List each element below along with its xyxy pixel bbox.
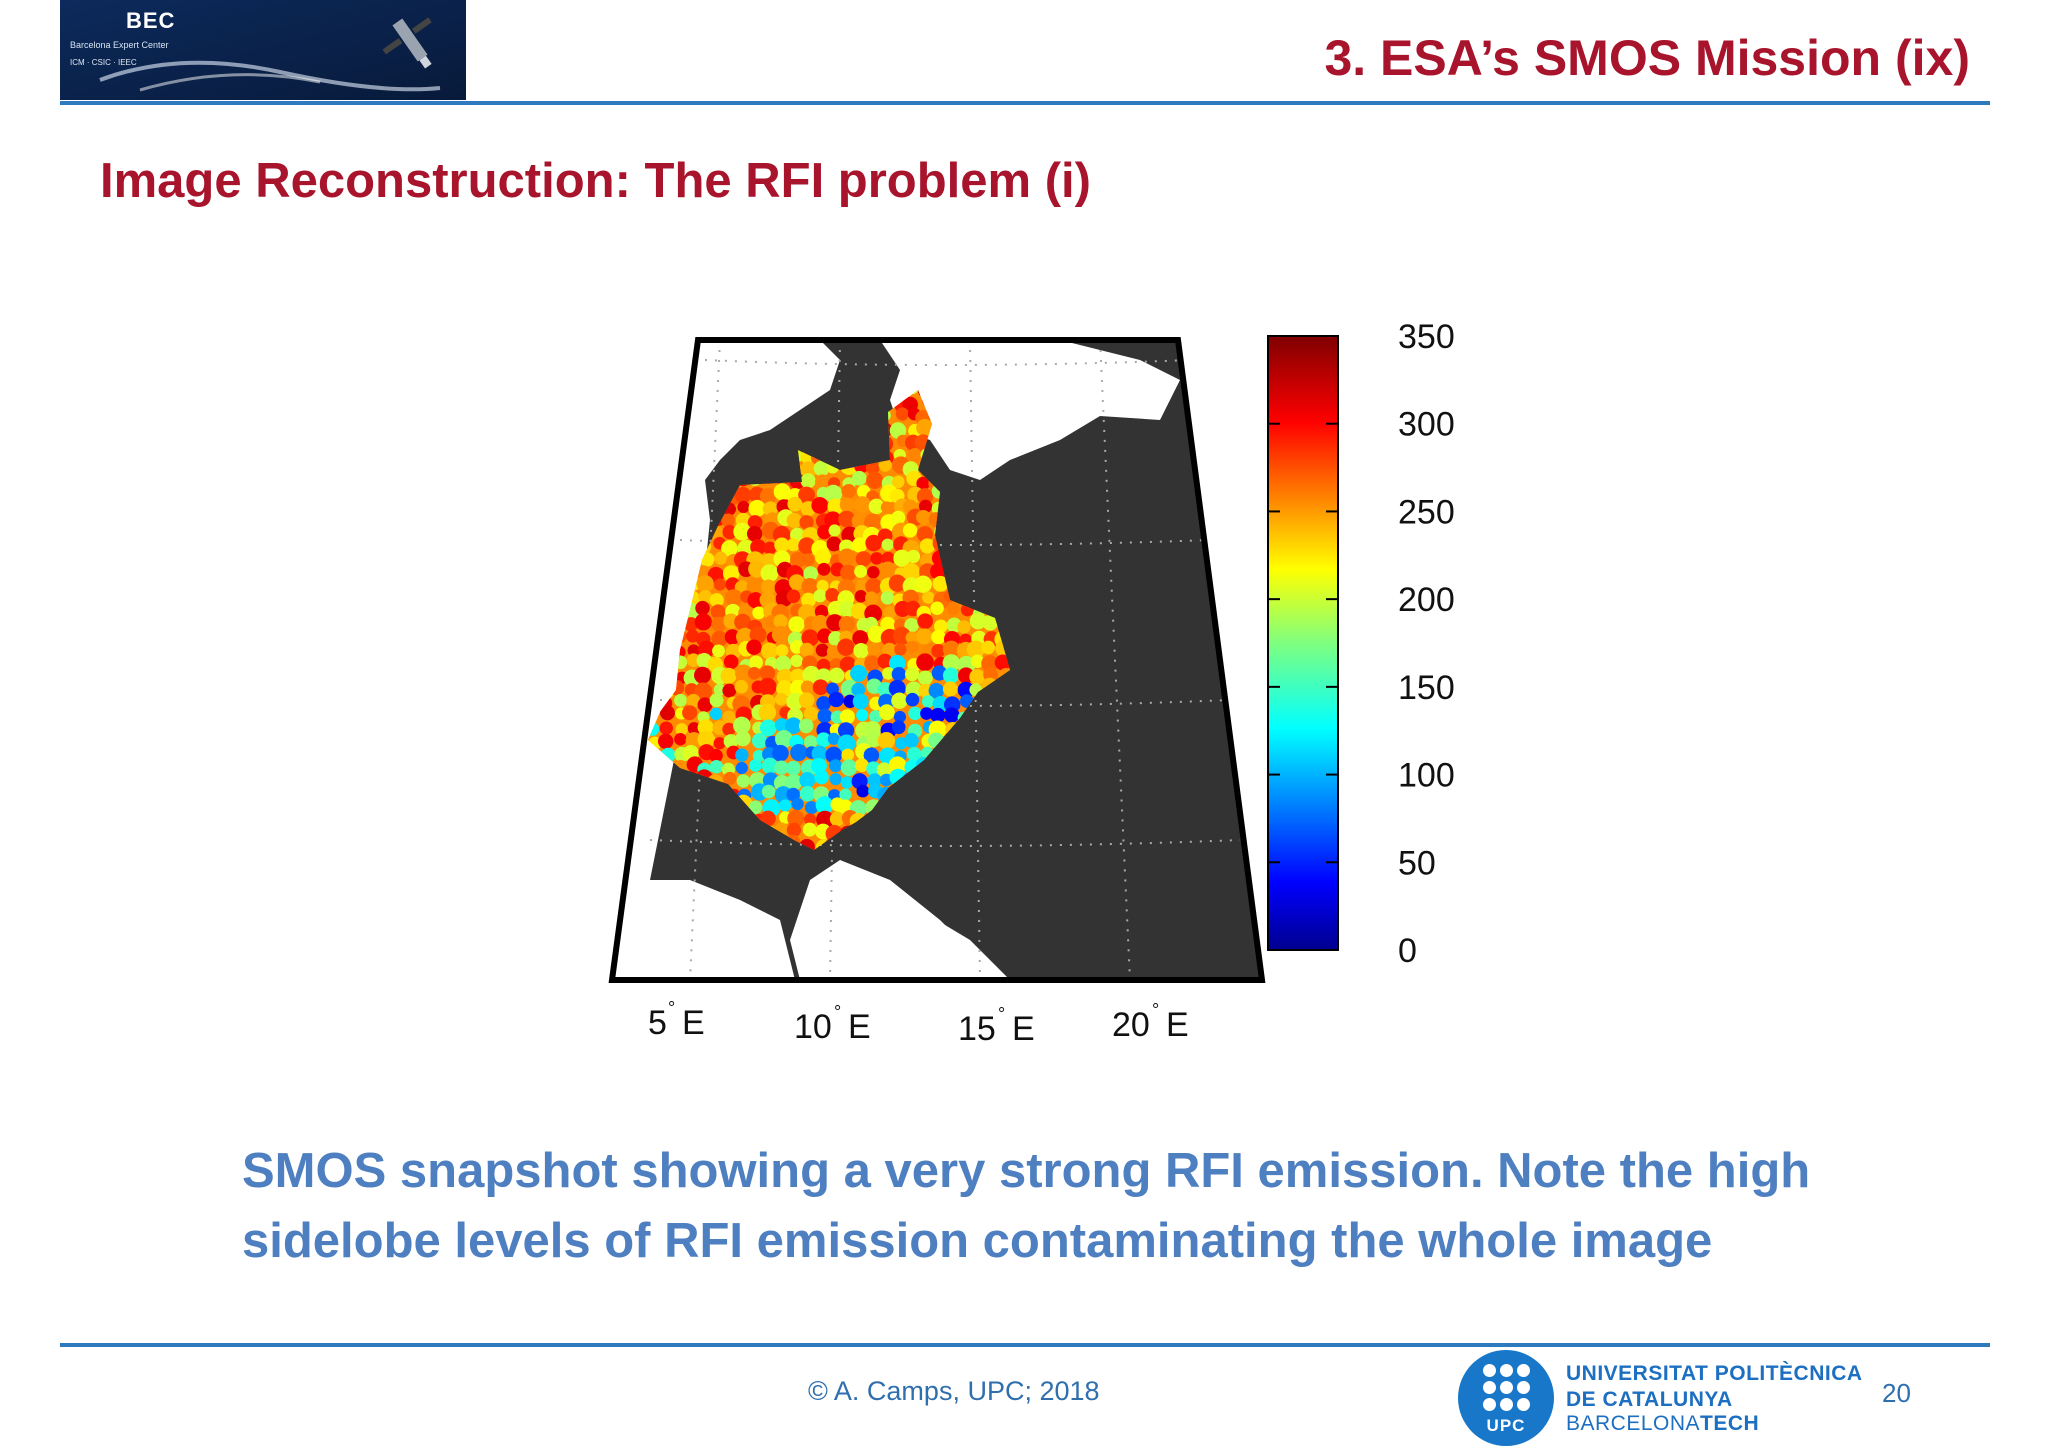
header-rule (60, 101, 1990, 105)
colorbar (1267, 335, 1339, 951)
upc-dots-icon: UPC (1458, 1350, 1554, 1446)
lon-unit: E (1166, 1006, 1189, 1044)
map-area (612, 340, 1262, 980)
lon-unit: E (682, 1004, 705, 1042)
upc-name-line3: BARCELONATECH (1566, 1412, 1759, 1436)
colorbar-ticks: 350 300 250 200 150 100 50 0 (1268, 318, 1455, 970)
colorbar-tick-0: 0 (1398, 932, 1417, 970)
lon-unit: E (1012, 1010, 1035, 1048)
caption: SMOS snapshot showing a very strong RFI … (242, 1144, 1811, 1268)
adriatic-sea (830, 860, 1020, 980)
colorbar-tick-50: 50 (1398, 844, 1436, 882)
earth-satellite-banner (60, 0, 466, 100)
colorbar-tick-150: 150 (1398, 669, 1455, 707)
north-sea (612, 340, 690, 500)
section-title: Image Reconstruction: The RFI problem (i… (100, 154, 1091, 208)
map-border (608, 337, 1266, 983)
upc-logo: UPC UNIVERSITAT POLITÈCNICA DE CATALUNYA… (1458, 1350, 1878, 1446)
lon-label-15: 15 (958, 1010, 996, 1048)
slide-header-title: 3. ESA’s SMOS Mission (ix) (1324, 30, 1970, 86)
bec-logo-name: BEC (126, 8, 176, 33)
rfi-figure: 55°N50°N45°N 5°E10°E15°E20°E 35030025020… (418, 318, 1500, 1060)
lon-label-10: 10 (794, 1008, 832, 1046)
lon-label-5: 5 (648, 1004, 667, 1042)
footer-rule (60, 1343, 1990, 1347)
degree-symbol: ° (834, 1002, 841, 1022)
upc-barcelona: BARCELONA (1566, 1412, 1701, 1435)
longitude-labels: 5 ° E 10 ° E 15 ° E 20 ° E (648, 998, 1189, 1048)
bec-logo-partners: ICM · CSIC · IEEC (70, 58, 137, 67)
upc-tech: TECH (1700, 1412, 1760, 1435)
degree-symbol: ° (998, 1004, 1005, 1024)
rfi-map-figure: 55°N50°N45°N 5°E10°E15°E20°E 35030025020… (418, 318, 1455, 1048)
upc-name-line2: DE CATALUNYA (1566, 1388, 1733, 1411)
colorbar-tick-350: 350 (1398, 320, 1455, 356)
bec-logo-subtitle: Barcelona Expert Center (70, 40, 169, 50)
lon-label-20: 20 (1112, 1006, 1150, 1044)
lon-unit: E (848, 1008, 871, 1046)
footer-copyright: © A. Camps, UPC; 2018 (808, 1376, 1100, 1406)
satellite-icon (382, 17, 432, 69)
degree-symbol: ° (1152, 1000, 1159, 1020)
colorbar-tick-100: 100 (1398, 757, 1455, 795)
page-number: 20 (1882, 1378, 1911, 1408)
bec-logo: BEC Barcelona Expert Center ICM · CSIC ·… (60, 0, 466, 100)
colorbar-tick-250: 250 (1398, 493, 1455, 531)
upc-name-line1: UNIVERSITAT POLITÈCNICA (1566, 1362, 1863, 1385)
upc-abbr: UPC (1486, 1416, 1526, 1435)
island (730, 940, 752, 980)
degree-symbol: ° (668, 998, 675, 1018)
baltic-sea (880, 340, 1180, 480)
colorbar-tick-200: 200 (1398, 581, 1455, 619)
colorbar-tick-300: 300 (1398, 406, 1455, 444)
